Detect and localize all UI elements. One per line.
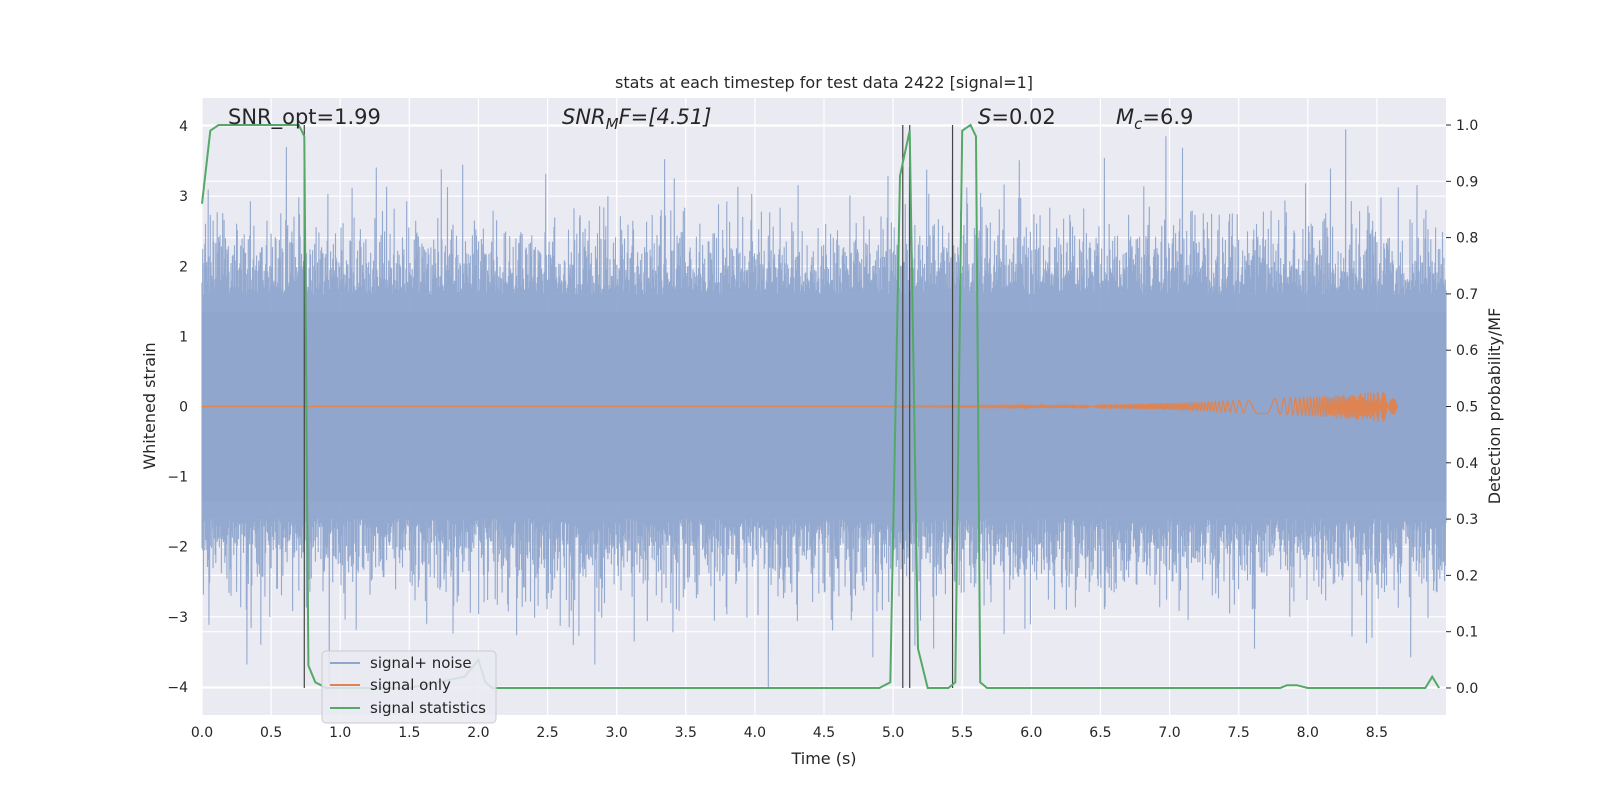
chart-title: stats at each timestep for test data 242… [615, 73, 1033, 92]
x-tick-label-10: 5.0 [882, 725, 904, 741]
annotation-snr-mf: SNRMF=[4.51] [562, 105, 711, 133]
y2-tick-label-5: 0.5 [1456, 400, 1478, 416]
legend-label-signal-noise: signal+ noise [370, 654, 472, 672]
x-tick-label-16: 8.0 [1297, 725, 1319, 741]
y2-axis-label: Detection probability/MF [1485, 308, 1504, 505]
annotation-snr-opt: SNR_opt=1.99 [228, 105, 381, 130]
y2-tick-label-7: 0.7 [1456, 287, 1478, 303]
x-axis-label: Time (s) [790, 749, 856, 768]
legend: signal+ noise signal only signal statist… [321, 650, 497, 724]
x-tick-label-13: 6.5 [1089, 725, 1111, 741]
y2-tick-label-0: 0.0 [1456, 681, 1478, 697]
y2-tick-label-4: 0.4 [1456, 456, 1478, 472]
y2-tick-label-3: 0.3 [1456, 512, 1478, 528]
y-tick-label-5: 1 [179, 329, 188, 345]
y-tick-label-7: 3 [179, 189, 188, 205]
x-tick-label-1: 0.5 [260, 725, 282, 741]
y-tick-label-2: −2 [167, 540, 188, 556]
y2-tick-label-10: 1.0 [1456, 118, 1478, 134]
x-tick-label-4: 2.0 [467, 725, 489, 741]
annotation-mc: Mc=6.9 [1116, 105, 1193, 133]
y2-tick-label-9: 0.9 [1456, 174, 1478, 190]
y2-tick-label-1: 0.1 [1456, 625, 1478, 641]
x-ticks: 0.0 0.5 1.0 1.5 2.0 2.5 3.0 3.5 4.0 4.5 5.0 5.5 6.0 6… [191, 725, 1388, 741]
x-tick-label-14: 7.0 [1158, 725, 1180, 741]
x-tick-label-12: 6.0 [1020, 725, 1042, 741]
y-tick-label-6: 2 [179, 259, 188, 275]
y-ticks: −4 −3 −2 −1 0 1 2 3 4 [167, 119, 188, 696]
legend-box [321, 650, 497, 724]
x-tick-label-3: 1.5 [398, 725, 420, 741]
legend-label-signal-only: signal only [370, 676, 451, 694]
y-tick-label-1: −3 [167, 610, 188, 626]
x-tick-label-0: 0.0 [191, 725, 213, 741]
y-tick-label-3: −1 [167, 470, 188, 486]
x-tick-label-7: 3.5 [675, 725, 697, 741]
signal-statistics-line [201, 123, 1440, 689]
x-tick-label-8: 4.0 [744, 725, 766, 741]
y-axis-label: Whitened strain [140, 342, 159, 469]
annotation-s: S=0.02 [978, 105, 1056, 129]
x-tick-label-17: 8.5 [1366, 725, 1388, 741]
y2-tick-label-8: 0.8 [1456, 231, 1478, 247]
y-tick-label-8: 4 [179, 119, 188, 135]
y-tick-label-4: 0 [179, 400, 188, 416]
y2-tick-label-6: 0.6 [1456, 343, 1478, 359]
y-tick-label-0: −4 [167, 680, 188, 696]
x-tick-label-6: 3.0 [606, 725, 628, 741]
x-tick-label-11: 5.5 [951, 725, 973, 741]
legend-label-signal-statistics: signal statistics [370, 699, 486, 717]
x-tick-label-2: 1.0 [329, 725, 351, 741]
y2-tick-label-2: 0.2 [1456, 568, 1478, 584]
x-tick-label-9: 4.5 [813, 725, 835, 741]
y2-ticks: 0.0 0.1 0.2 0.3 0.4 0.5 0.6 0.7 0.8 0.9 1.0 [1446, 118, 1478, 697]
signal-statistics-series [201, 123, 1440, 689]
x-tick-label-5: 2.5 [536, 725, 558, 741]
x-tick-label-15: 7.5 [1228, 725, 1250, 741]
